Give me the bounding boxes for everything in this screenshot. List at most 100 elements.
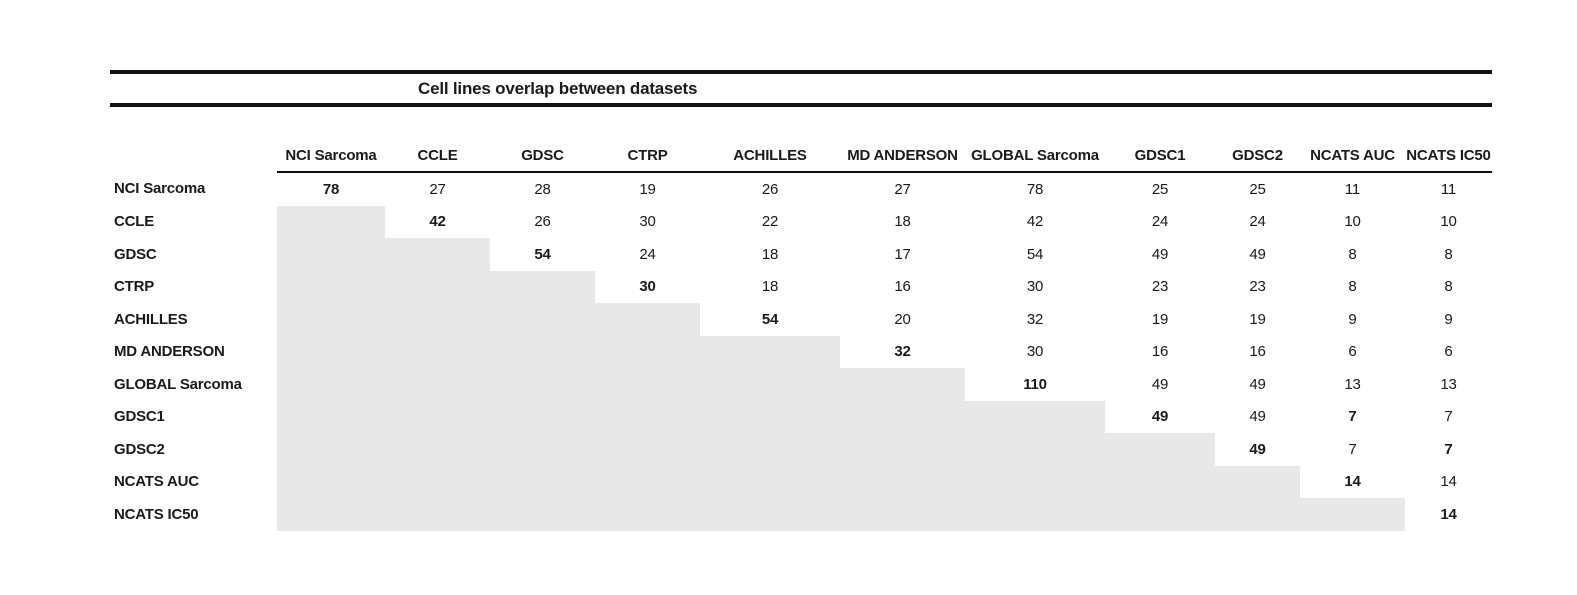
column-header: MD ANDERSON bbox=[840, 139, 965, 173]
matrix-cell: 24 bbox=[1151, 213, 1169, 231]
matrix-cell-empty bbox=[385, 270, 490, 303]
matrix-cell-empty bbox=[277, 368, 385, 401]
matrix-cell-empty bbox=[490, 400, 595, 433]
row-header: MD ANDERSON bbox=[114, 343, 225, 361]
matrix-cell-empty bbox=[490, 335, 595, 368]
row-header: GDSC1 bbox=[114, 408, 165, 426]
table-row: CTRP 30 18 16 30 23 23 8 8 bbox=[110, 270, 1492, 303]
matrix-cell: 49 bbox=[1151, 408, 1169, 426]
matrix-cell: 9 bbox=[1348, 310, 1357, 328]
matrix-cell: 11 bbox=[1440, 180, 1457, 198]
matrix-cell: 30 bbox=[639, 213, 656, 231]
matrix-cell: 8 bbox=[1444, 278, 1453, 296]
matrix-cell: 7 bbox=[1348, 408, 1357, 426]
matrix-cell-empty bbox=[490, 433, 595, 466]
matrix-cell-empty bbox=[965, 465, 1105, 498]
top-rule bbox=[110, 70, 1492, 74]
matrix-cell-empty bbox=[385, 303, 490, 336]
matrix-cell-empty bbox=[385, 498, 490, 531]
row-header: GLOBAL Sarcoma bbox=[114, 375, 242, 393]
matrix-cell: 14 bbox=[1440, 505, 1457, 523]
matrix-cell-empty bbox=[490, 303, 595, 336]
matrix-cell: 9 bbox=[1444, 310, 1453, 328]
matrix-cell-empty bbox=[385, 400, 490, 433]
table-row: GDSC2 49 7 7 bbox=[110, 433, 1492, 466]
row-header: CCLE bbox=[114, 213, 155, 231]
matrix-cell: 78 bbox=[322, 180, 340, 198]
matrix-cell-empty bbox=[700, 400, 840, 433]
matrix-cell-empty bbox=[840, 400, 965, 433]
matrix-cell-empty bbox=[1105, 465, 1215, 498]
matrix-cell: 32 bbox=[1026, 310, 1044, 328]
matrix-header: NCI Sarcoma CCLE GDSC CTRP ACHILLES MD ANDERS… bbox=[110, 139, 1492, 173]
matrix-cell-empty bbox=[595, 433, 700, 466]
matrix-cell: 27 bbox=[894, 180, 911, 198]
matrix-cell-empty bbox=[277, 205, 385, 238]
corner-cell bbox=[110, 139, 277, 172]
matrix-cell: 49 bbox=[1249, 408, 1266, 426]
table-row: GLOBAL Sarcoma 110 49 49 13 13 bbox=[110, 368, 1492, 401]
row-header: NCI Sarcoma bbox=[114, 180, 206, 198]
matrix-cell-empty bbox=[385, 433, 490, 466]
matrix-cell: 14 bbox=[1440, 473, 1457, 491]
matrix-cell: 78 bbox=[1026, 180, 1044, 198]
matrix-cell: 23 bbox=[1249, 278, 1266, 296]
matrix-cell: 6 bbox=[1348, 343, 1357, 361]
matrix-cell-empty bbox=[490, 368, 595, 401]
matrix-cell-empty bbox=[965, 498, 1105, 531]
overlap-matrix-table: NCI Sarcoma CCLE GDSC CTRP ACHILLES MD ANDERS… bbox=[110, 139, 1492, 531]
matrix-cell-empty bbox=[700, 433, 840, 466]
row-header: NCATS IC50 bbox=[114, 505, 199, 523]
matrix-cell: 30 bbox=[1026, 343, 1044, 361]
matrix-cell-empty bbox=[700, 465, 840, 498]
matrix-cell-empty bbox=[1105, 433, 1215, 466]
matrix-cell: 17 bbox=[894, 245, 911, 263]
matrix-cell-empty bbox=[840, 433, 965, 466]
matrix-cell: 6 bbox=[1444, 343, 1453, 361]
table-row: GDSC 54 24 18 17 54 49 49 8 8 bbox=[110, 238, 1492, 271]
table-row: NCATS IC50 14 bbox=[110, 498, 1492, 531]
matrix-cell: 23 bbox=[1151, 278, 1169, 296]
matrix-cell-empty bbox=[277, 400, 385, 433]
matrix-cell: 22 bbox=[761, 213, 779, 231]
matrix-cell-empty bbox=[385, 238, 490, 271]
column-header: GDSC2 bbox=[1215, 139, 1300, 173]
matrix-cell: 26 bbox=[534, 213, 551, 231]
matrix-cell-empty bbox=[965, 400, 1105, 433]
matrix-cell-empty bbox=[965, 433, 1105, 466]
column-header: NCATS AUC bbox=[1300, 139, 1405, 173]
table-row: CCLE 42 26 30 22 18 42 24 24 10 10 bbox=[110, 205, 1492, 238]
matrix-cell-empty bbox=[385, 465, 490, 498]
matrix-cell-empty bbox=[277, 498, 385, 531]
matrix-cell: 24 bbox=[1249, 213, 1266, 231]
matrix-cell: 18 bbox=[761, 245, 779, 263]
matrix-cell-empty bbox=[595, 400, 700, 433]
matrix-cell: 49 bbox=[1151, 245, 1169, 263]
matrix-cell-empty bbox=[490, 465, 595, 498]
matrix-cell: 8 bbox=[1444, 245, 1453, 263]
matrix-cell: 54 bbox=[1026, 245, 1044, 263]
matrix-cell: 25 bbox=[1151, 180, 1169, 198]
matrix-cell-empty bbox=[1300, 498, 1405, 531]
matrix-cell-empty bbox=[277, 238, 385, 271]
matrix-cell: 19 bbox=[639, 180, 656, 198]
row-header: CTRP bbox=[114, 278, 155, 296]
matrix-cell: 13 bbox=[1344, 375, 1361, 393]
matrix-cell-empty bbox=[595, 335, 700, 368]
matrix-cell: 49 bbox=[1249, 440, 1266, 458]
matrix-cell: 7 bbox=[1444, 408, 1453, 426]
matrix-cell-empty bbox=[595, 303, 700, 336]
matrix-cell: 28 bbox=[534, 180, 551, 198]
column-header: CTRP bbox=[595, 139, 700, 173]
column-header: GDSC1 bbox=[1105, 139, 1215, 173]
matrix-cell: 110 bbox=[1023, 375, 1047, 393]
matrix-cell: 18 bbox=[894, 213, 911, 231]
matrix-cell-empty bbox=[1105, 498, 1215, 531]
table-row: NCATS AUC 14 14 bbox=[110, 465, 1492, 498]
row-header: NCATS AUC bbox=[114, 473, 199, 491]
row-header: GDSC2 bbox=[114, 440, 165, 458]
matrix-cell: 19 bbox=[1249, 310, 1266, 328]
matrix-cell: 16 bbox=[1249, 343, 1266, 361]
matrix-cell-empty bbox=[490, 498, 595, 531]
